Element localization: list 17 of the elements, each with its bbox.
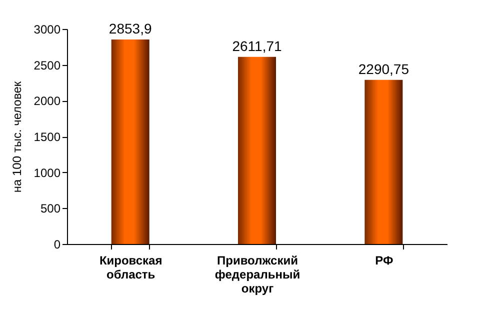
y-tick-label: 3000 (34, 22, 61, 36)
data-label: 2290,75 (358, 60, 410, 77)
bar (238, 56, 276, 244)
y-tick-label: 2000 (34, 94, 61, 108)
x-tick-label: РФ (375, 254, 394, 268)
y-tick-label: 1000 (34, 166, 61, 180)
bar (111, 39, 150, 244)
y-axis-title: на 100 тыс. человек (10, 80, 24, 193)
data-label: 2853,9 (108, 20, 152, 36)
y-tick-label: 1500 (34, 130, 61, 144)
x-tick-label: Кировская область (99, 254, 162, 282)
y-tick-label: 500 (40, 202, 61, 216)
y-tick-label: 0 (54, 238, 61, 252)
x-tick-label: Приволжский федеральный округ (214, 254, 300, 296)
data-label: 2611,71 (232, 38, 282, 54)
y-tick-label: 2500 (34, 58, 61, 72)
bar (364, 80, 403, 244)
